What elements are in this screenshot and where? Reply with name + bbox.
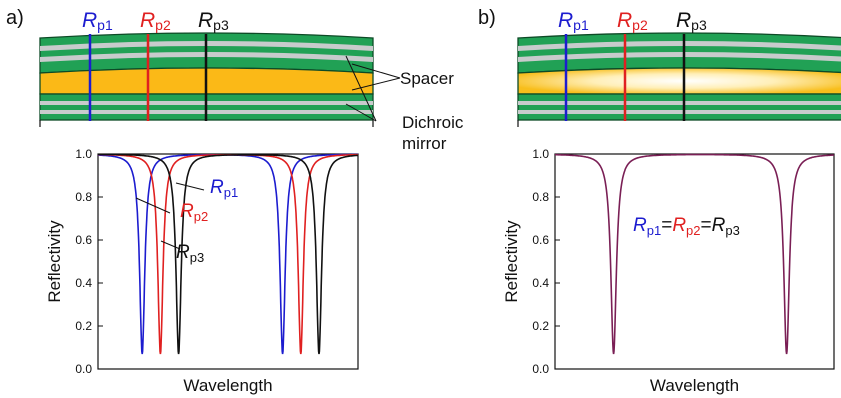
panel-b-ytick-label: 0.8 [532,190,549,204]
panel-b-ytick-label: 1.0 [532,147,549,161]
panel-a-ytick-label: 0.6 [75,233,92,247]
panel-a-letter: a) [6,7,24,29]
panel-b-probe-label-p3: Rp3 [676,9,707,33]
panel-b-ytick-label: 0.0 [532,362,549,376]
panel-a-probe-label-p3: Rp3 [198,9,229,33]
panel-b-ytick-label: 0.6 [532,233,549,247]
panel-b-letter: b) [478,7,496,29]
panel-a: a) Rp1 Rp2 Rp3 [6,7,464,395]
panel-b-probe-label-p1: Rp1 [558,9,589,33]
panel-b-chart: 0.0 0.2 0.4 0.6 0.8 1.0 Wavelength Reflectivity [502,147,834,395]
panel-b-xlabel: Wavelength [650,376,739,395]
panel-a-mirror-label-line1: Dichroic [402,113,464,132]
panel-a-ytick-label: 1.0 [75,147,92,161]
panel-a-annotation-p1: Rp1 [210,177,238,200]
panel-a-annotations: Rp1 Rp2 Rp3 [136,177,238,265]
panel-a-stack: Rp1 Rp2 Rp3 Spacer Dichroic mirror [40,9,464,153]
panel-b-ytick-label: 0.2 [532,319,549,333]
panel-a-ytick-label: 0.2 [75,319,92,333]
panel-a-mirror-label-line2: mirror [402,134,447,153]
panel-a-ylabel: Reflectivity [45,220,64,303]
panel-a-annotation-p2: Rp2 [180,201,208,224]
panel-a-probe-label-p1: Rp1 [82,9,113,33]
panel-b-stack: Rp1 Rp2 Rp3 [518,9,841,127]
panel-b-probe-label-p2: Rp2 [617,9,648,33]
panel-a-annotation-p3: Rp3 [176,242,204,265]
panel-b-ylabel: Reflectivity [502,220,521,303]
panel-b-plot-frame [555,154,834,369]
panel-b-equation: Rp1=Rp2=Rp3 [633,215,740,238]
panel-a-ytick-label: 0.8 [75,190,92,204]
panel-b-ytick-label: 0.4 [532,276,549,290]
panel-a-ytick-label: 0.0 [75,362,92,376]
panel-a-xlabel: Wavelength [183,376,272,395]
panel-a-ytick-label: 0.4 [75,276,92,290]
panel-b-series-rp1-rp2-rp3 [555,155,834,354]
panel-a-spacer-label: Spacer [400,69,454,88]
panel-a-chart: 0.0 0.2 0.4 0.6 0.8 1.0 Wavelength Reflectivity [45,147,358,395]
panel-a-probe-label-p2: Rp2 [140,9,171,33]
